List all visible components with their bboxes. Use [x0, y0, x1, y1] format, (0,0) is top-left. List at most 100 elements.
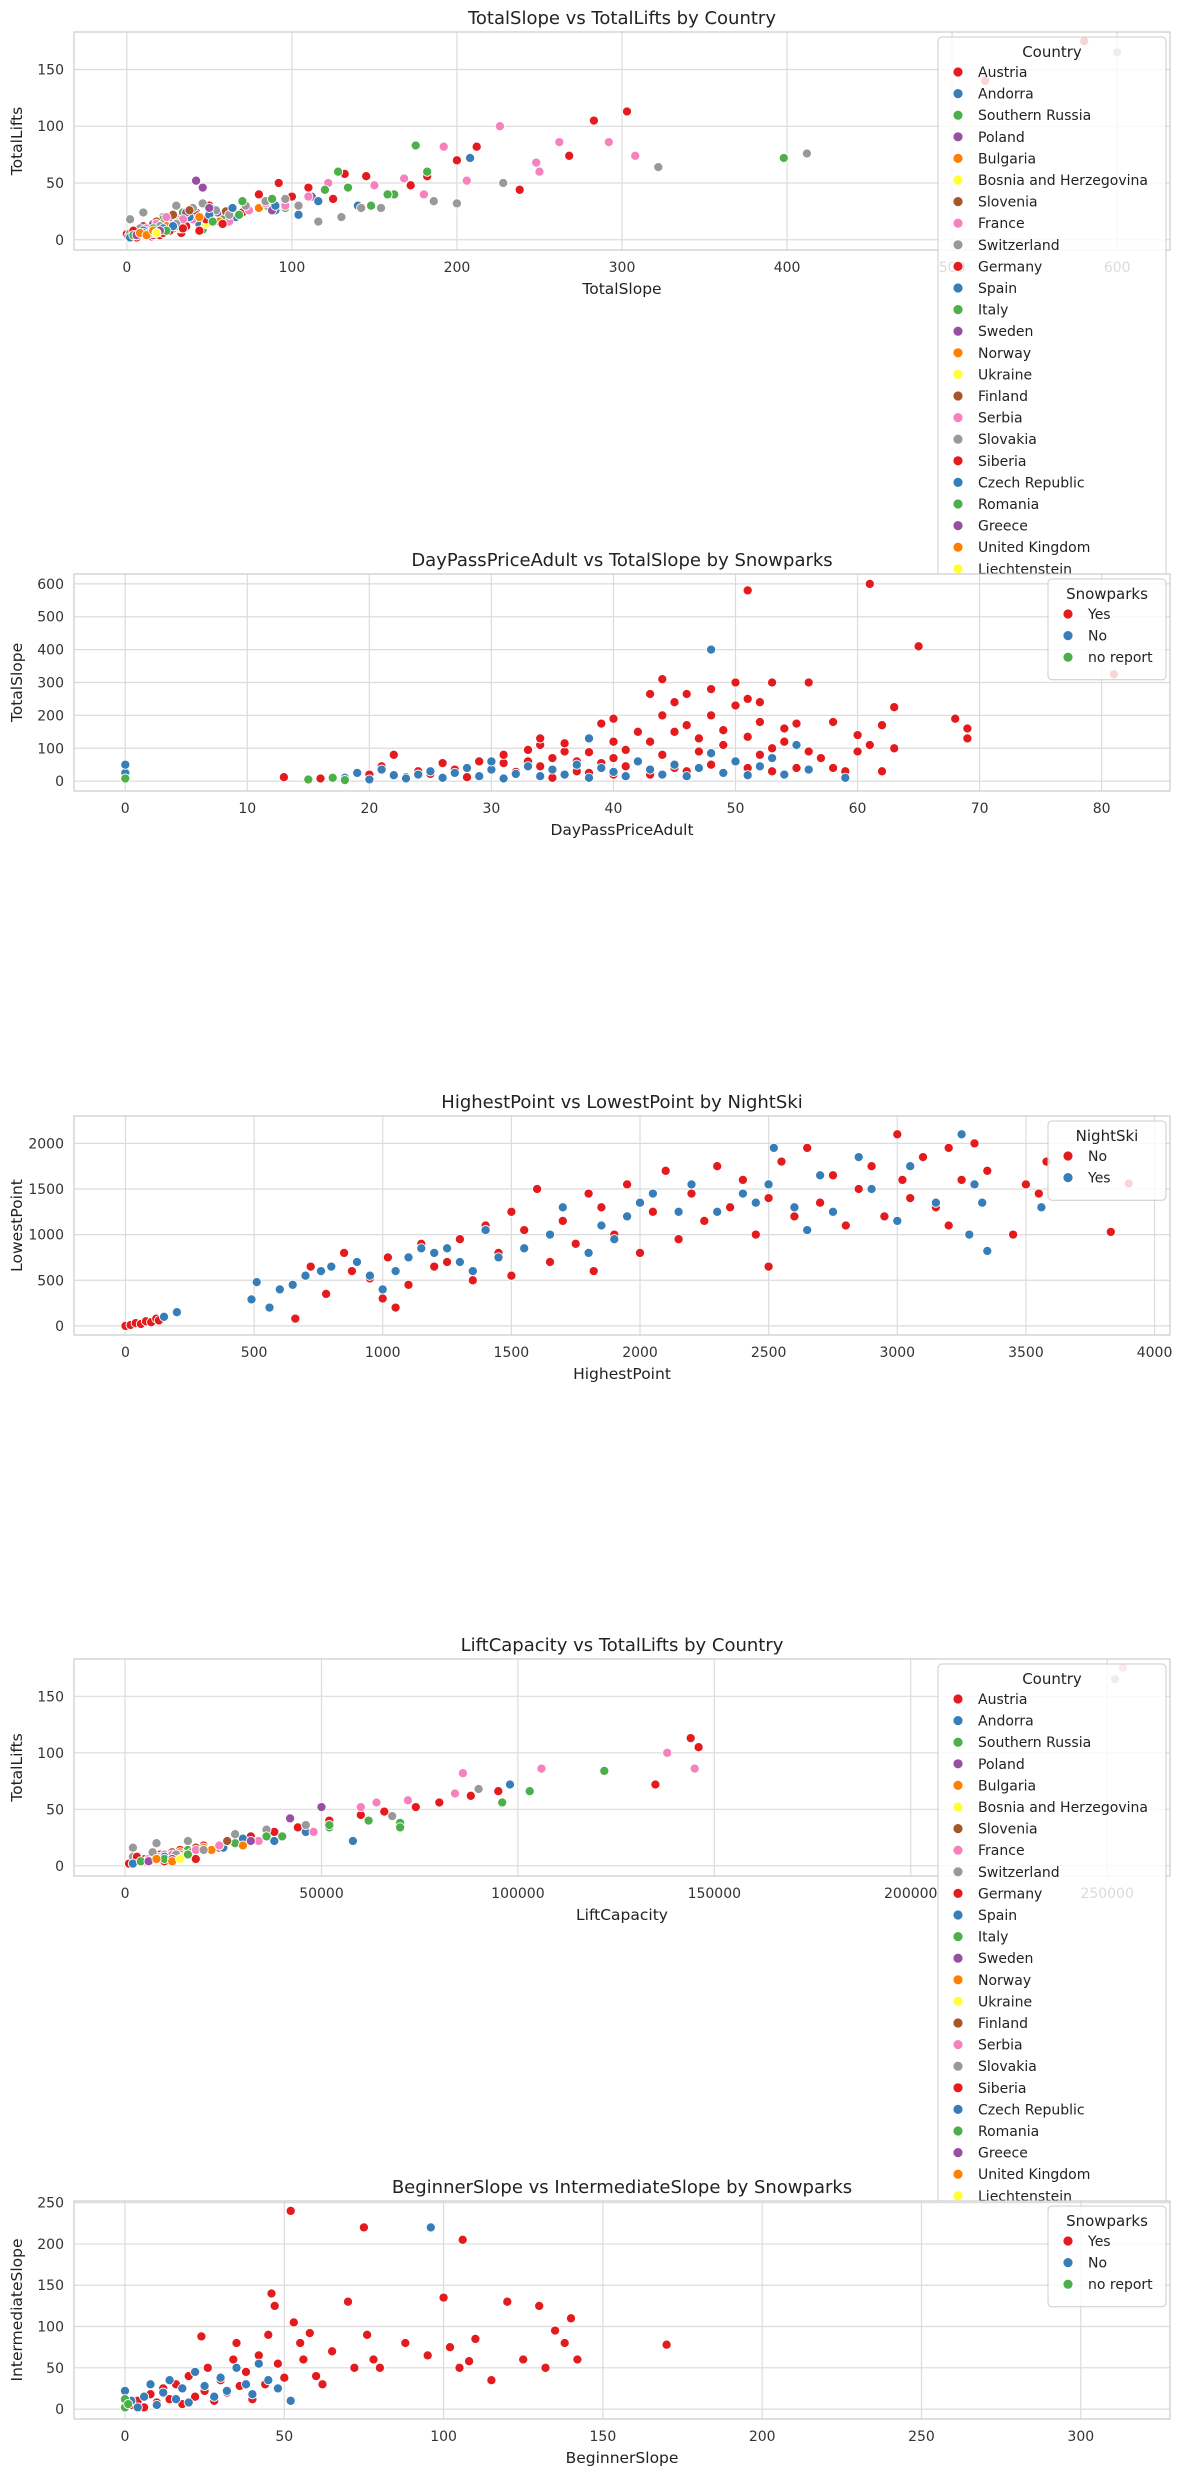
data-point [554, 137, 565, 148]
data-point [669, 759, 680, 770]
data-point [828, 716, 839, 728]
x-tick-label: 2000 [622, 1345, 658, 1361]
data-point [288, 2317, 299, 2328]
data-point [510, 768, 521, 779]
data-point [355, 1802, 366, 1813]
data-point [693, 1742, 704, 1753]
y-tick-label: 300 [37, 676, 64, 692]
data-point [498, 177, 509, 189]
legend-label: United Kingdom [978, 2167, 1090, 2183]
y-axis-label: TotalSlope [8, 643, 26, 723]
data-point [827, 1170, 839, 1181]
legend-label: Slovakia [978, 432, 1037, 448]
legend-label: Slovenia [978, 195, 1038, 211]
data-point [930, 1197, 941, 1208]
x-tick-label: 300 [1067, 2429, 1094, 2445]
data-point [215, 2372, 226, 2383]
legend-label: Bosnia and Herzegovina [978, 1800, 1148, 1816]
data-point [313, 216, 324, 227]
legend-box [1047, 578, 1167, 681]
data-point [498, 758, 509, 769]
y-tick-label: 200 [37, 2237, 64, 2253]
data-point [1036, 1202, 1047, 1213]
data-point [892, 1129, 903, 1140]
legend-label: Sweden [978, 324, 1033, 340]
data-point [879, 1211, 890, 1222]
data-point [559, 769, 570, 780]
x-tick-label: 0 [121, 2429, 130, 2445]
data-point [471, 141, 482, 152]
data-point [227, 202, 238, 214]
data-point [364, 774, 375, 785]
y-tick-label: 150 [37, 2278, 64, 2294]
legend-label: Finland [978, 389, 1028, 405]
data-point [327, 2346, 338, 2357]
data-point [571, 759, 582, 770]
data-point [161, 212, 172, 223]
data-point [151, 2399, 162, 2411]
data-point [442, 1243, 453, 1254]
data-point [645, 688, 656, 700]
data-point [358, 2222, 369, 2233]
data-point [207, 216, 218, 227]
y-tick-label: 1000 [28, 1228, 64, 1244]
legend: Snowparks Yes No no report [1047, 578, 1167, 681]
legend-marker [952, 520, 964, 531]
data-point [295, 2337, 306, 2349]
x-tick-label: 100 [430, 2429, 457, 2445]
data-point [712, 1206, 723, 1217]
legend-marker [952, 1715, 964, 1726]
data-point [395, 1822, 406, 1833]
legend-label: France [978, 216, 1025, 232]
data-point [599, 1765, 610, 1776]
data-point [564, 150, 575, 161]
data-point [608, 736, 619, 747]
plot-area [74, 2201, 1170, 2419]
data-point [504, 1779, 516, 1790]
legend-title: Country [1022, 1670, 1082, 1688]
data-point [467, 1275, 478, 1286]
data-point [779, 769, 790, 780]
data-point [449, 767, 460, 778]
data-point [486, 2375, 497, 2386]
data-point [609, 1234, 620, 1245]
data-point [876, 720, 888, 731]
data-point [285, 2205, 296, 2216]
y-tick-label: 1500 [28, 1182, 64, 1198]
data-point [852, 730, 863, 741]
data-point [522, 761, 534, 772]
data-point [950, 713, 961, 724]
data-point [763, 1179, 774, 1190]
data-point [767, 766, 778, 777]
y-axis-label: LowestPoint [8, 1179, 26, 1272]
data-point [304, 2328, 315, 2339]
data-point [657, 749, 668, 760]
y-axis-label: IntermediateSlope [8, 2238, 26, 2381]
data-point [175, 1853, 186, 1865]
data-point [379, 1806, 390, 1817]
data-point [311, 2371, 322, 2382]
data-point [274, 1284, 285, 1295]
data-point [645, 764, 656, 775]
legend-label: Bosnia and Herzegovina [978, 173, 1148, 189]
legend-label: Yes [1087, 607, 1111, 623]
data-point [300, 1270, 311, 1281]
legend-marker [952, 131, 964, 143]
data-point [802, 1225, 813, 1236]
x-tick-label: 300 [609, 260, 636, 276]
data-point [767, 677, 778, 688]
data-point [470, 2333, 481, 2344]
data-point [272, 2383, 283, 2394]
data-point [767, 753, 778, 764]
data-point [199, 2380, 210, 2392]
data-point [725, 1202, 736, 1213]
data-point [557, 1202, 568, 1213]
data-point [645, 736, 656, 747]
data-point [196, 2331, 207, 2342]
data-point [718, 767, 729, 778]
x-tick-label: 0 [122, 260, 131, 276]
legend-marker [952, 282, 964, 294]
data-point [240, 2366, 252, 2377]
data-point [681, 720, 692, 731]
